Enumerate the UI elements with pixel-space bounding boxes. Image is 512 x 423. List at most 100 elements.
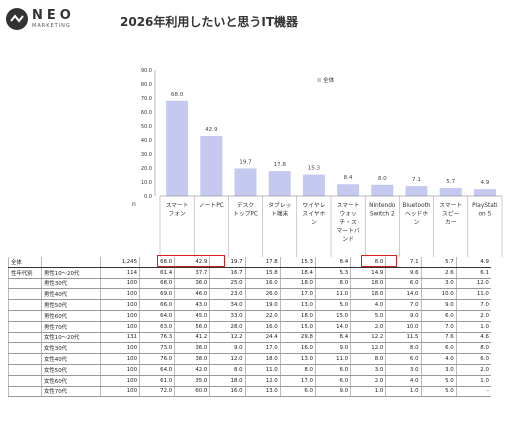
value-cell: 14.0: [385, 288, 421, 301]
page-title: 2026年利用したいと思うIT機器: [120, 15, 299, 29]
value-cell: 3.0: [420, 278, 457, 290]
row-label: 女性10～20代: [41, 332, 101, 344]
value-cell: -: [455, 386, 491, 398]
legend-label: 全体: [323, 76, 335, 84]
value-cell: 17.0: [279, 288, 316, 301]
value-cell: 35.0: [174, 375, 210, 387]
bar: [371, 184, 394, 196]
value-cell: 28.0: [209, 321, 246, 333]
value-cell: 7.6: [420, 332, 457, 344]
value-cell: 18.0: [279, 278, 316, 290]
highlight-box-smartphone-notepc: [157, 255, 225, 267]
y-tick-label: 60.0: [141, 110, 152, 116]
row-label: 女性40代: [41, 353, 101, 365]
value-cell: 10.0: [420, 288, 457, 301]
y-tick-label: 80.0: [141, 82, 152, 88]
n-label: n: [132, 201, 136, 208]
row-n: 100: [100, 353, 140, 365]
value-cell: 8.0: [350, 353, 386, 365]
value-cell: 23.0: [209, 288, 246, 301]
value-cell: 61.0: [138, 375, 175, 387]
value-cell: 12.0: [455, 278, 491, 290]
value-cell: 4.9: [455, 257, 491, 268]
value-cell: 42.0: [174, 364, 210, 376]
data-label: 68.0: [171, 92, 184, 98]
category-label: PlayStati on 5: [472, 203, 498, 218]
table-row: 女性60代 100 61.0 35.0 18.0 12.0 17.0 6.0 2.0 4.0 5.0…: [8, 375, 491, 387]
value-cell: 9.6: [385, 267, 421, 279]
value-cell: 36.0: [174, 342, 210, 355]
value-cell: 13.0: [279, 353, 316, 365]
value-cell: 15.8: [244, 267, 281, 279]
value-cell: 43.0: [174, 299, 210, 311]
value-cell: 4.0: [420, 353, 457, 365]
value-cell: 37.7: [174, 267, 210, 279]
row-label: 女性50代: [41, 364, 101, 376]
table-row: 男性30代 100 68.0 36.0 25.0 16.0 18.0 8.0 18.0 6.0 3.…: [8, 278, 491, 290]
value-cell: 1.0: [455, 375, 491, 387]
value-cell: 60.0: [174, 386, 210, 398]
data-label: 8.4: [344, 175, 353, 181]
value-cell: 17.8: [244, 257, 281, 268]
value-cell: 6.0: [385, 353, 421, 365]
value-cell: 6.1: [455, 267, 491, 279]
value-cell: 14.0: [314, 321, 351, 333]
value-cell: 11.5: [385, 332, 421, 344]
table-row: 性年代別 男性10～20代 114 61.4 37.7 16.7 15.8 18.4 5.3 14…: [8, 267, 491, 279]
value-cell: 5.0: [314, 299, 351, 311]
table-row: 女性30代 100 73.0 36.0 9.0 17.0 16.0 9.0 12.0 8.0 6.0…: [8, 342, 491, 355]
value-cell: 18.0: [350, 288, 386, 301]
row-n: 100: [100, 310, 140, 322]
table-row: 女性10～20代 131 76.3 41.2 12.2 24.4 29.8 8.4 12.2 11…: [8, 332, 491, 344]
data-label: 4.9: [480, 180, 489, 186]
value-cell: 12.2: [350, 332, 386, 344]
value-cell: 12.0: [244, 375, 281, 387]
value-cell: 15.0: [279, 321, 316, 333]
y-tick-label: 50.0: [141, 124, 152, 130]
value-cell: 18.0: [209, 375, 246, 387]
value-cell: 22.0: [244, 310, 281, 322]
bar: [234, 168, 257, 196]
group-cell: [8, 288, 42, 301]
value-cell: 3.0: [420, 364, 457, 376]
value-cell: 18.0: [279, 310, 316, 322]
value-cell: 38.0: [174, 353, 210, 365]
group-cell: [8, 332, 42, 344]
value-cell: 14.9: [350, 267, 386, 279]
value-cell: 6.0: [420, 342, 457, 355]
value-cell: 72.0: [138, 386, 175, 398]
value-cell: 9.0: [385, 310, 421, 322]
value-cell: 1.0: [350, 386, 386, 398]
group-cell: [8, 364, 42, 376]
category-label: ワイヤレスイヤホン: [302, 202, 325, 226]
y-tick-label: 20.0: [141, 166, 152, 172]
value-cell: 8.0: [385, 342, 421, 355]
value-cell: 69.0: [138, 288, 175, 301]
y-tick-label: 0.0: [144, 194, 152, 200]
bar: [439, 188, 462, 196]
value-cell: 36.0: [174, 278, 210, 290]
value-cell: 1.0: [385, 386, 421, 398]
table-row: 全体 1,245 68.0 42.9 19.7 17.8 15.3 8.4 8.0 7.1 5.7 4…: [8, 257, 491, 268]
legend-swatch: [317, 78, 321, 82]
bar: [166, 100, 189, 196]
category-label: スマートウォッチ・スマートバンド: [336, 202, 359, 243]
group-cell: [8, 353, 42, 365]
value-cell: 12.0: [350, 342, 386, 355]
value-cell: 2.6: [420, 267, 457, 279]
value-cell: 64.0: [138, 364, 175, 376]
data-label: 42.9: [205, 127, 218, 133]
value-cell: 15.3: [279, 257, 316, 268]
y-tick-label: 70.0: [141, 96, 152, 102]
row-n: 100: [100, 278, 140, 290]
value-cell: 1.0: [455, 321, 491, 333]
bar: [200, 135, 223, 196]
value-cell: 26.0: [244, 288, 281, 301]
value-cell: 6.0: [279, 386, 316, 398]
row-label: 男性60代: [41, 310, 101, 322]
value-cell: 10.0: [385, 321, 421, 333]
bar: [337, 184, 360, 196]
row-label: 女性70代: [41, 386, 101, 398]
value-cell: 8.0: [209, 364, 246, 376]
row-n: 100: [100, 342, 140, 355]
